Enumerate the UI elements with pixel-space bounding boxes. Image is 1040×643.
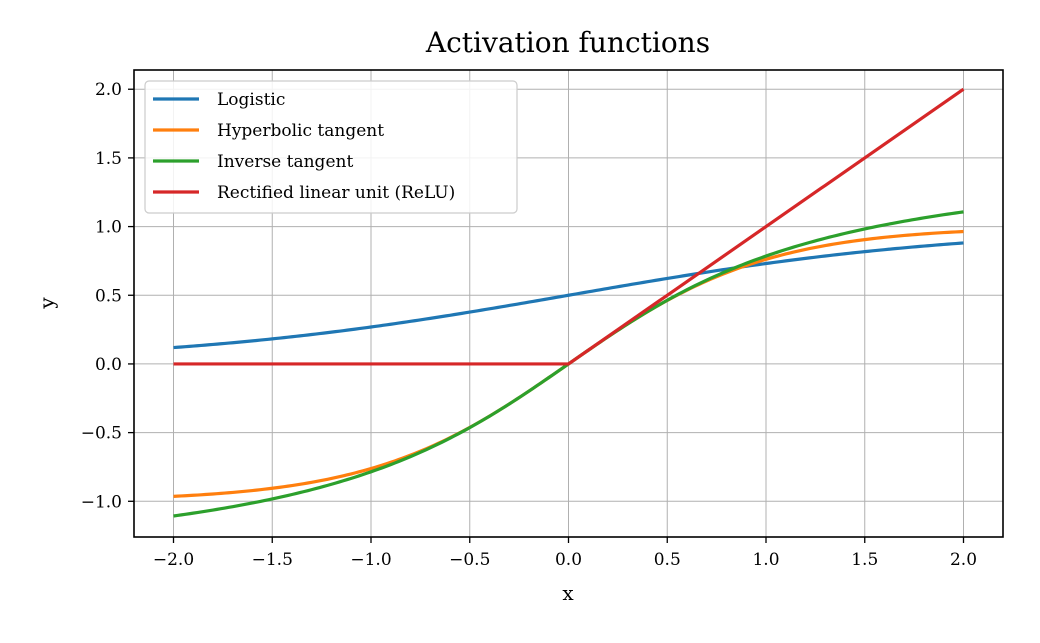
x-tick-label: −2.0 [153,550,194,570]
y-tick-label: −0.5 [81,424,122,444]
legend-box [144,80,518,214]
y-axis-label: y [35,297,59,310]
axis-ticks: −2.0 −1.5 −1.0 −0.5 0.0 0.5 1.0 1.5 2.0 −1.0 −0.5 0… [81,80,977,570]
x-tick-label: 2.0 [950,550,977,570]
x-tick-label: 0.0 [555,550,582,570]
x-tick-label: −0.5 [449,550,490,570]
y-tick-label: 0.0 [95,355,122,375]
x-tick-label: 1.5 [851,550,878,570]
legend-label: Inverse tangent [217,152,353,172]
legend-label: Logistic [217,90,285,110]
chart-title: Activation functions [425,26,710,59]
y-tick-label: 0.5 [95,286,122,306]
x-tick-label: 0.5 [654,550,681,570]
legend-label: Hyperbolic tangent [217,121,384,141]
y-tick-label: 2.0 [95,80,122,100]
series-line-3 [173,87,965,366]
y-tick-label: −1.0 [81,492,122,512]
legend: Logistic Hyperbolic tangent Inverse tangen… [144,80,518,214]
x-tick-label: −1.5 [252,550,293,570]
y-tick-label: 1.0 [95,218,122,238]
series-line-0 [173,241,964,350]
x-axis-label: x [562,581,574,605]
legend-label: Rectified linear unit (ReLU) [217,183,455,203]
x-tick-label: −1.0 [350,550,391,570]
series-lines [173,87,965,518]
x-tick-label: 1.0 [752,550,779,570]
y-tick-label: 1.5 [95,149,122,169]
